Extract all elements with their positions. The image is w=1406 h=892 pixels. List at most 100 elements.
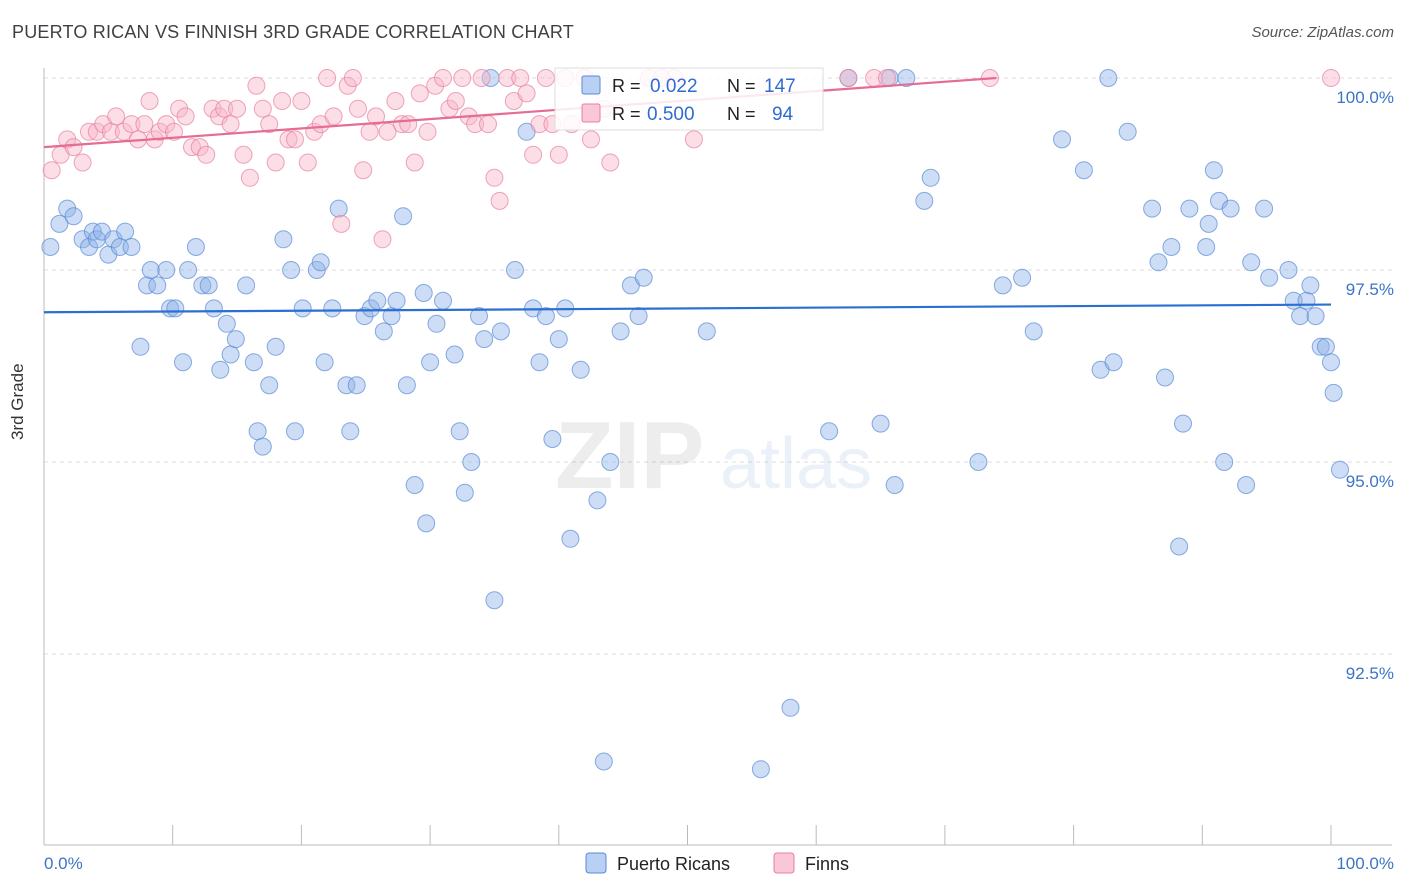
- point-puerto-ricans: [337, 376, 356, 395]
- point-puerto-ricans: [475, 330, 494, 349]
- point-puerto-ricans: [282, 261, 301, 279]
- point-puerto-ricans: [588, 491, 607, 510]
- point-puerto-ricans: [820, 422, 839, 441]
- point-finns: [170, 99, 189, 118]
- point-puerto-ricans: [1197, 238, 1216, 256]
- point-puerto-ricans: [427, 314, 446, 333]
- point-finns: [73, 153, 92, 172]
- point-finns: [549, 145, 568, 164]
- point-puerto-ricans: [405, 476, 424, 494]
- point-finns: [64, 138, 83, 157]
- point-puerto-ricans: [421, 353, 440, 372]
- point-finns: [378, 122, 397, 141]
- point-puerto-ricans: [193, 276, 212, 295]
- point-finns: [87, 122, 106, 141]
- point-finns: [58, 130, 77, 149]
- point-puerto-ricans: [536, 307, 555, 326]
- trend-line-puerto-ricans: [43, 303, 1332, 314]
- point-puerto-ricans: [368, 291, 387, 310]
- point-finns: [260, 115, 279, 134]
- x-tick-label-min: 0.0%: [44, 854, 83, 873]
- point-finns: [485, 168, 504, 187]
- point-puerto-ricans: [417, 514, 436, 533]
- point-puerto-ricans: [148, 276, 167, 295]
- point-puerto-ricans: [885, 476, 904, 494]
- point-finns: [472, 69, 491, 87]
- point-finns: [197, 145, 216, 164]
- point-puerto-ricans: [131, 337, 150, 356]
- point-finns: [135, 115, 154, 134]
- point-puerto-ricans: [141, 261, 160, 279]
- point-finns: [517, 84, 536, 103]
- point-finns: [530, 115, 549, 134]
- point-puerto-ricans: [161, 299, 180, 318]
- watermark-atlas: atlas: [720, 424, 872, 504]
- point-puerto-ricans: [1149, 253, 1168, 272]
- legend-n-label: N =: [727, 76, 756, 96]
- point-finns: [479, 115, 497, 134]
- point-puerto-ricans: [450, 422, 469, 441]
- y-tick-label: 95.0%: [1346, 472, 1394, 491]
- point-finns: [176, 107, 195, 126]
- point-finns: [878, 69, 896, 87]
- point-puerto-ricans: [1156, 368, 1174, 387]
- point-puerto-ricans: [73, 230, 92, 249]
- trend-line-finns: [43, 76, 997, 149]
- point-puerto-ricans: [50, 214, 69, 233]
- point-puerto-ricans: [1291, 307, 1310, 326]
- point-finns: [298, 153, 317, 172]
- point-puerto-ricans: [751, 760, 770, 779]
- point-puerto-ricans: [1301, 276, 1320, 295]
- point-puerto-ricans: [1074, 161, 1093, 180]
- point-puerto-ricans: [244, 353, 263, 372]
- series-legend: Puerto Ricans Finns: [585, 852, 849, 874]
- point-puerto-ricans: [1242, 253, 1261, 272]
- point-finns: [165, 122, 183, 141]
- point-puerto-ricans: [293, 299, 312, 318]
- point-finns: [360, 122, 379, 141]
- point-finns: [446, 92, 465, 110]
- point-puerto-ricans: [1204, 161, 1223, 180]
- point-finns: [228, 99, 246, 118]
- point-puerto-ricans: [274, 230, 293, 249]
- point-puerto-ricans: [347, 376, 366, 395]
- point-finns: [266, 153, 285, 172]
- point-puerto-ricans: [80, 238, 98, 256]
- point-finns: [511, 69, 530, 87]
- point-puerto-ricans: [1170, 537, 1189, 556]
- point-puerto-ricans: [921, 168, 940, 187]
- point-finns: [354, 161, 373, 180]
- point-puerto-ricans: [186, 238, 205, 256]
- point-puerto-ricans: [915, 191, 934, 210]
- point-puerto-ricans: [543, 430, 562, 448]
- point-puerto-ricans: [374, 322, 393, 341]
- point-finns: [332, 214, 351, 233]
- point-finns: [1322, 69, 1340, 87]
- point-puerto-ricans: [1013, 268, 1032, 287]
- point-finns: [240, 168, 259, 187]
- point-finns: [386, 92, 405, 110]
- point-puerto-ricans: [1199, 214, 1218, 233]
- point-puerto-ricans: [41, 238, 60, 256]
- series-puerto-ricans: [41, 69, 1349, 779]
- point-finns: [286, 130, 304, 149]
- point-finns: [279, 130, 298, 149]
- point-puerto-ricans: [871, 414, 890, 433]
- point-finns: [183, 138, 201, 157]
- point-finns: [140, 92, 159, 110]
- series-finns: [42, 69, 1340, 249]
- point-puerto-ricans: [781, 698, 800, 717]
- point-puerto-ricans: [1237, 476, 1256, 494]
- legend-bottom-finns: Finns: [805, 854, 849, 874]
- point-puerto-ricans: [1174, 414, 1192, 433]
- point-puerto-ricans: [211, 360, 230, 379]
- point-puerto-ricans: [561, 529, 580, 548]
- point-finns: [418, 122, 437, 141]
- point-puerto-ricans: [1255, 199, 1274, 218]
- point-finns: [150, 122, 169, 141]
- point-puerto-ricans: [434, 291, 452, 310]
- point-finns: [234, 145, 253, 164]
- point-puerto-ricans: [315, 353, 334, 372]
- point-puerto-ricans: [611, 322, 630, 341]
- legend-n-finns: 94: [772, 104, 794, 125]
